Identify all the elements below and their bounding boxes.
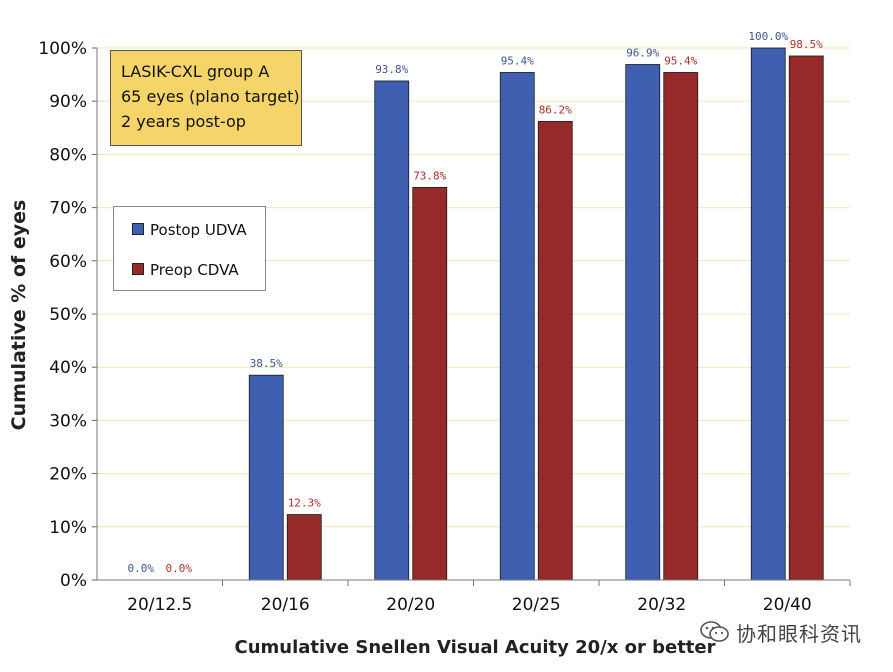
x-tick-label-20/16: 20/16 — [261, 595, 310, 615]
legend-label-preop: Preop CDVA — [150, 261, 239, 279]
bar-preop-20/40 — [788, 55, 824, 581]
data-label-preop-20/40: 98.5% — [790, 38, 823, 51]
y-tick-label-30: 30% — [49, 411, 87, 431]
data-label-postop-20/32: 96.9% — [626, 46, 659, 59]
y-tick-label-40: 40% — [49, 358, 87, 378]
legend-swatch-preop — [132, 263, 144, 275]
y-tick-label-70: 70% — [49, 199, 87, 219]
y-tick-label-90: 90% — [49, 92, 87, 112]
legend: Postop UDVA Preop CDVA — [113, 206, 266, 291]
bar-postop-20/25 — [499, 72, 535, 581]
y-axis-title: Cumulative % of eyes — [8, 200, 30, 431]
y-tick-label-80: 80% — [49, 145, 87, 165]
data-label-preop-20/16: 12.3% — [288, 497, 321, 510]
data-label-postop-20/12.5: 0.0% — [128, 562, 155, 575]
bar-preop-20/16 — [286, 514, 322, 581]
legend-swatch-postop — [132, 223, 144, 235]
axes: 0% 10% 20% 30% 40% 50% 60% 70% 80% 90% 100% 20/12.5… — [38, 39, 851, 615]
y-tick-label-50: 50% — [49, 305, 87, 325]
annotation-line-eyes: 65 eyes (plano target) — [121, 87, 300, 106]
data-labels: 0.0% 38.5% 93.8% 95.4% 96.9% 100.0% 0.0% 12.3% 7… — [128, 30, 824, 575]
bar-preop-20/32 — [663, 72, 699, 581]
data-label-postop-20/40: 100.0% — [748, 30, 788, 43]
x-tick-label-20/20: 20/20 — [386, 595, 435, 615]
data-label-postop-20/16: 38.5% — [250, 357, 283, 370]
y-tick-label-0: 0% — [60, 571, 87, 591]
y-tick-label-20: 20% — [49, 465, 87, 485]
y-tick-label-10: 10% — [49, 518, 87, 538]
legend-entry-preop: Preop CDVA — [132, 261, 239, 279]
bar-postop-20/20 — [374, 80, 410, 581]
data-label-preop-20/12.5: 0.0% — [166, 562, 193, 575]
legend-entry-postop: Postop UDVA — [132, 221, 247, 239]
y-tick-label-60: 60% — [49, 252, 87, 272]
x-tick-label-20/25: 20/25 — [512, 595, 561, 615]
legend-label-postop: Postop UDVA — [150, 221, 247, 239]
annotation-box: LASIK-CXL group A 65 eyes (plano target)… — [110, 50, 302, 146]
y-tick-label-100: 100% — [38, 39, 87, 59]
annotation-line-followup: 2 years post-op — [121, 112, 246, 131]
annotation-line-group: LASIK-CXL group A — [121, 62, 270, 81]
data-label-preop-20/32: 95.4% — [664, 54, 697, 67]
bar-preop-20/25 — [537, 121, 573, 581]
bar-postop-20/32 — [625, 64, 661, 581]
bar-postop-20/40 — [750, 47, 786, 581]
data-label-postop-20/20: 93.8% — [375, 63, 408, 76]
bar-preop-20/20 — [412, 186, 448, 581]
watermark: 协和眼科资讯 — [700, 616, 885, 648]
x-tick-label-20/12.5: 20/12.5 — [127, 595, 192, 615]
data-label-postop-20/25: 95.4% — [501, 54, 534, 67]
bar-postop-20/16 — [248, 374, 284, 581]
x-tick-label-20/40: 20/40 — [763, 595, 812, 615]
watermark-text: 协和眼科资讯 — [736, 621, 862, 646]
data-label-preop-20/20: 73.8% — [413, 169, 446, 182]
wechat-icon — [700, 621, 729, 642]
x-axis-title: Cumulative Snellen Visual Acuity 20/x or… — [235, 637, 716, 658]
data-label-preop-20/25: 86.2% — [539, 103, 572, 116]
x-tick-label-20/32: 20/32 — [637, 595, 686, 615]
